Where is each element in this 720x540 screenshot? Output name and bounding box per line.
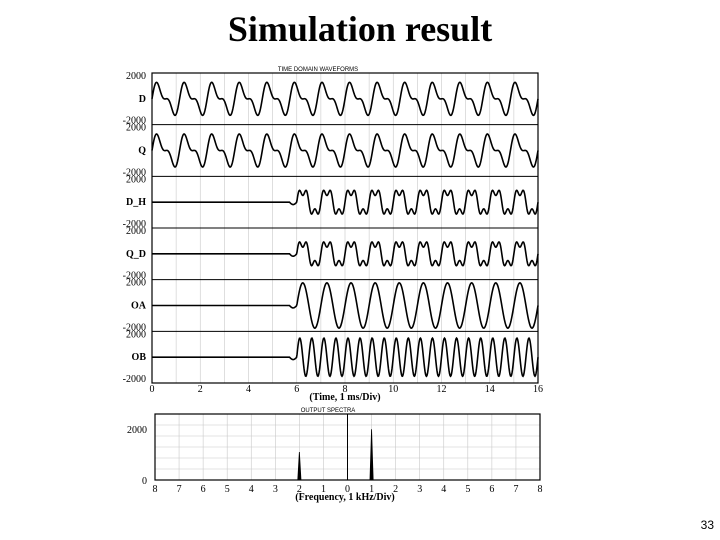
spectra-x-tick: 5	[225, 484, 230, 495]
spectra-x-tick: 2	[393, 484, 398, 495]
row-y-max-label: 2000	[126, 278, 146, 289]
waveform-d-h	[152, 189, 539, 216]
output-spectra-chart: OUTPUT SPECTRA 2000 0 8 7 6 5 4 3 2 1 0 1 2 3 4 5 6 7 8 (…	[127, 408, 543, 503]
time-x-tick-labels: 0 2 4 6 8 10 12 14 16	[150, 384, 544, 395]
row-y-max-label: 2000	[126, 329, 146, 340]
time-x-tick: 16	[533, 384, 543, 395]
time-x-tick: 10	[388, 384, 398, 395]
time-x-tick: 12	[437, 384, 447, 395]
time-x-tick: 8	[343, 384, 348, 395]
series-label: D	[139, 94, 146, 105]
waveform-q-d	[152, 240, 539, 267]
spectra-x-tick: 3	[417, 484, 422, 495]
series-label: OA	[131, 301, 147, 312]
spectra-y-tick-labels: 2000 0	[127, 425, 147, 487]
slide-number: 33	[700, 518, 714, 532]
spectra-x-tick: 4	[249, 484, 254, 495]
row-y-min-label: -2000	[123, 167, 146, 178]
row-y-min-label: -2000	[123, 271, 146, 282]
spectra-x-tick: 1	[369, 484, 374, 495]
time-x-tick: 6	[294, 384, 299, 395]
waveform-oa	[152, 282, 539, 330]
spectra-x-axis-label: (Frequency, 1 kHz/Div)	[295, 492, 395, 503]
row-y-max-label: 2000	[126, 226, 146, 237]
spectra-x-tick: 3	[273, 484, 278, 495]
row-y-max-label: 2000	[126, 71, 146, 82]
row-y-min-label: -2000	[123, 322, 146, 333]
spectra-x-tick: 0	[345, 484, 350, 495]
spectra-x-tick: 8	[153, 484, 158, 495]
spectra-peaks	[297, 429, 374, 481]
row-y-max-label: 2000	[126, 123, 146, 134]
spectra-x-tick: 4	[441, 484, 446, 495]
slide-title: Simulation result	[227, 9, 493, 49]
spectra-x-tick: 6	[201, 484, 206, 495]
series-label: Q_D	[126, 249, 146, 260]
spectra-y-tick: 0	[142, 476, 147, 487]
time-x-tick: 0	[150, 384, 155, 395]
row-y-min-label: -2000	[123, 374, 146, 385]
time-rows: 2000D-20002000Q-20002000D_H-20002000Q_D-…	[123, 71, 539, 385]
row-y-min-label: -2000	[123, 219, 146, 230]
spectra-x-tick: 7	[177, 484, 182, 495]
waveform-ob	[152, 336, 539, 378]
spectra-x-tick: 5	[465, 484, 470, 495]
time-x-tick: 2	[198, 384, 203, 395]
series-label: Q	[138, 146, 146, 157]
series-label: OB	[132, 352, 147, 363]
time-x-tick: 4	[246, 384, 251, 395]
spectra-y-tick: 2000	[127, 425, 147, 436]
spectra-x-tick: 8	[538, 484, 543, 495]
spectra-title: OUTPUT SPECTRA	[301, 408, 356, 414]
time-domain-chart: TIME DOMAIN WAVEFORMS 2000D-20002000Q-20…	[123, 67, 543, 403]
spectra-x-tick: 2	[297, 484, 302, 495]
time-chart-title: TIME DOMAIN WAVEFORMS	[278, 67, 358, 73]
spectra-x-tick: 1	[321, 484, 326, 495]
time-x-axis-label: (Time, 1 ms/Div)	[309, 392, 380, 403]
waveform-q	[151, 133, 539, 168]
series-label: D_H	[126, 197, 146, 208]
spectra-x-tick-labels: 8 7 6 5 4 3 2 1 0 1 2 3 4 5 6 7 8	[153, 484, 543, 495]
waveform-d	[151, 81, 539, 117]
row-y-max-label: 2000	[126, 174, 146, 185]
spectra-peak	[369, 429, 374, 481]
time-x-tick: 14	[485, 384, 495, 395]
spectra-peak	[297, 452, 302, 481]
spectra-x-tick: 6	[489, 484, 494, 495]
row-y-min-label: -2000	[123, 116, 146, 127]
spectra-x-tick: 7	[513, 484, 518, 495]
